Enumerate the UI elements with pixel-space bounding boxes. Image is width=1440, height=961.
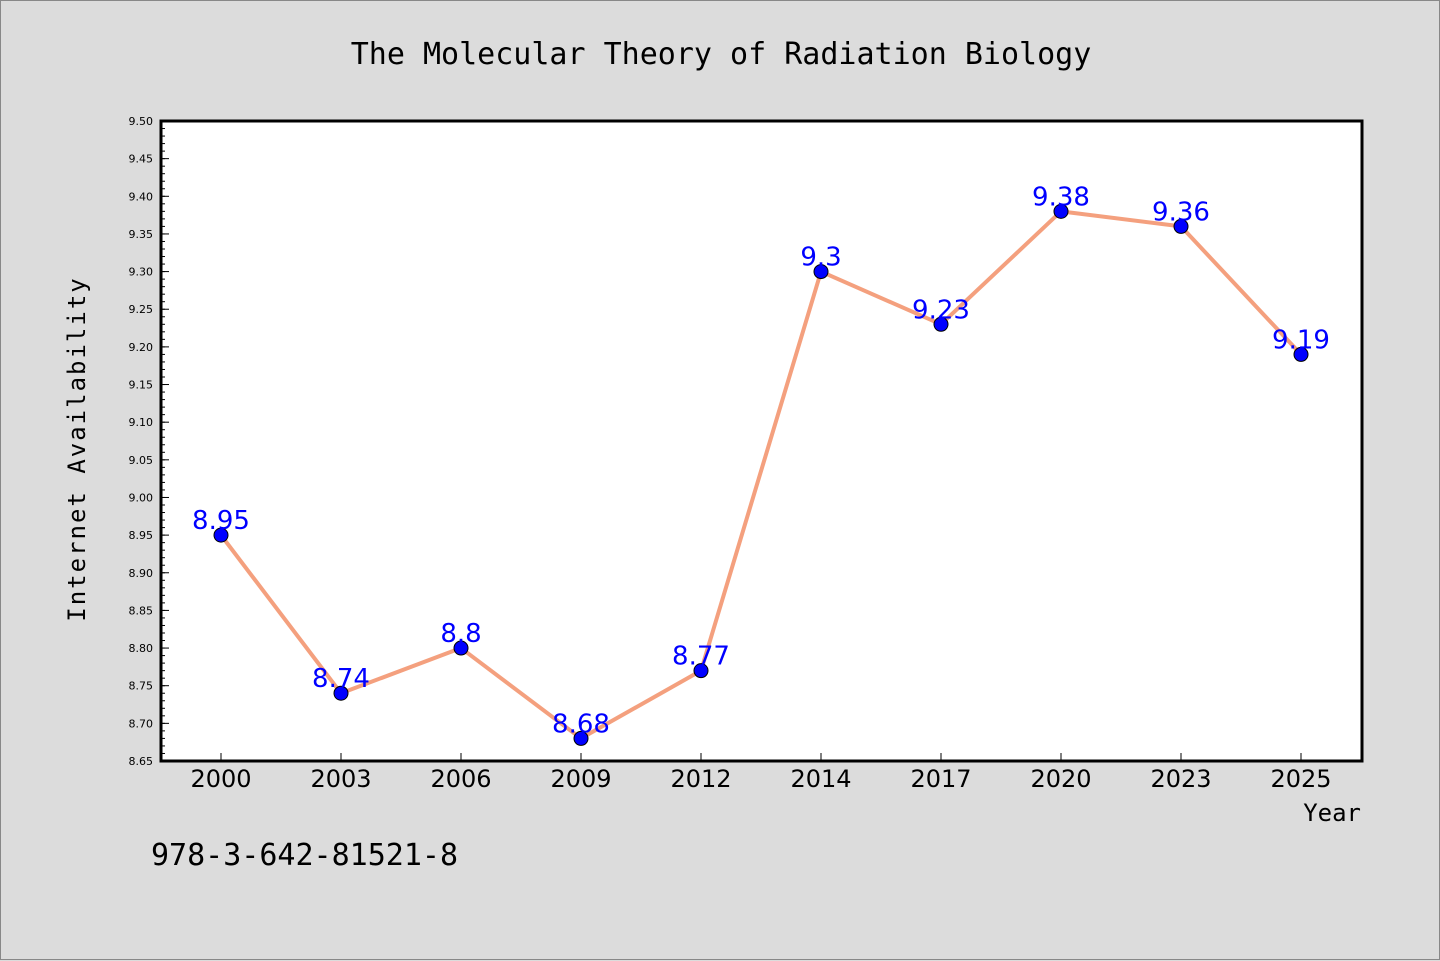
y-tick-label: 9.30 xyxy=(129,266,154,279)
y-tick-label: 9.25 xyxy=(129,303,154,316)
data-point-marker xyxy=(1173,218,1189,234)
x-tick-label: 2012 xyxy=(670,765,731,793)
y-axis-label: Internet Availability xyxy=(63,276,91,621)
data-point-marker xyxy=(813,264,829,280)
plot-area xyxy=(159,119,1364,763)
y-axis: 8.65 8.70 8.75 8.80 8.85 8.90 8.95 9.00 9.05 9.10… xyxy=(129,115,169,768)
y-tick-label: 9.45 xyxy=(129,153,154,166)
x-tick-label: 2023 xyxy=(1150,765,1211,793)
data-label: 9.23 xyxy=(912,295,970,325)
data-label: 8.74 xyxy=(312,664,370,694)
x-tick-label: 2017 xyxy=(910,765,971,793)
y-tick-label: 9.15 xyxy=(129,379,154,392)
y-tick-label: 8.70 xyxy=(129,717,154,730)
chart-title: The Molecular Theory of Radiation Biolog… xyxy=(351,37,1092,72)
y-tick-label: 9.50 xyxy=(129,115,154,128)
y-tick-label: 9.10 xyxy=(129,416,154,429)
data-label: 9.3 xyxy=(800,243,841,273)
data-point-marker xyxy=(573,730,589,746)
data-label: 8.95 xyxy=(192,506,250,536)
x-tick-label: 2000 xyxy=(190,765,251,793)
y-tick-label: 9.00 xyxy=(129,491,154,504)
data-point-marker xyxy=(933,316,949,332)
series-line-group xyxy=(219,209,1303,741)
data-labels-group: 8.95 8.74 8.8 8.68 8.77 9.3 9.23 9.38 9.36 9.19 xyxy=(192,182,1330,739)
data-label: 9.19 xyxy=(1272,325,1330,355)
x-tick-label: 2009 xyxy=(550,765,611,793)
markers-group xyxy=(213,203,1309,746)
data-point-marker xyxy=(693,663,709,679)
data-point-marker xyxy=(213,527,229,543)
x-tick-label: 2003 xyxy=(310,765,371,793)
x-tick-label: 2020 xyxy=(1030,765,1091,793)
data-label: 8.77 xyxy=(672,642,730,672)
y-tick-label: 8.85 xyxy=(129,604,154,617)
x-axis: 2000 2003 2006 2009 2012 2014 2017 2020 2023 2025 xyxy=(190,753,1332,793)
data-label: 8.68 xyxy=(552,709,610,739)
y-tick-label: 8.95 xyxy=(129,529,154,542)
y-tick-label: 8.80 xyxy=(129,642,154,655)
series-line xyxy=(219,209,1303,741)
x-tick-label: 2006 xyxy=(430,765,491,793)
y-tick-label: 9.05 xyxy=(129,454,154,467)
y-tick-label: 8.65 xyxy=(129,755,154,768)
y-tick-label: 9.40 xyxy=(129,190,154,203)
data-label: 9.36 xyxy=(1152,197,1210,227)
data-point-marker xyxy=(1293,346,1309,362)
y-tick-label: 8.75 xyxy=(129,680,154,693)
data-point-marker xyxy=(333,685,349,701)
data-point-marker xyxy=(453,640,469,656)
y-tick-label: 9.20 xyxy=(129,341,154,354)
x-tick-label: 2014 xyxy=(790,765,851,793)
data-label: 8.8 xyxy=(440,619,481,649)
data-label: 9.38 xyxy=(1032,182,1090,212)
y-tick-label: 9.35 xyxy=(129,228,154,241)
y-tick-label: 8.90 xyxy=(129,567,154,580)
isbn-annotation: 978-3-642-81521-8 xyxy=(151,838,458,873)
data-point-marker xyxy=(1053,203,1069,219)
x-tick-label: 2025 xyxy=(1270,765,1331,793)
x-axis-label: Year xyxy=(1303,799,1361,827)
